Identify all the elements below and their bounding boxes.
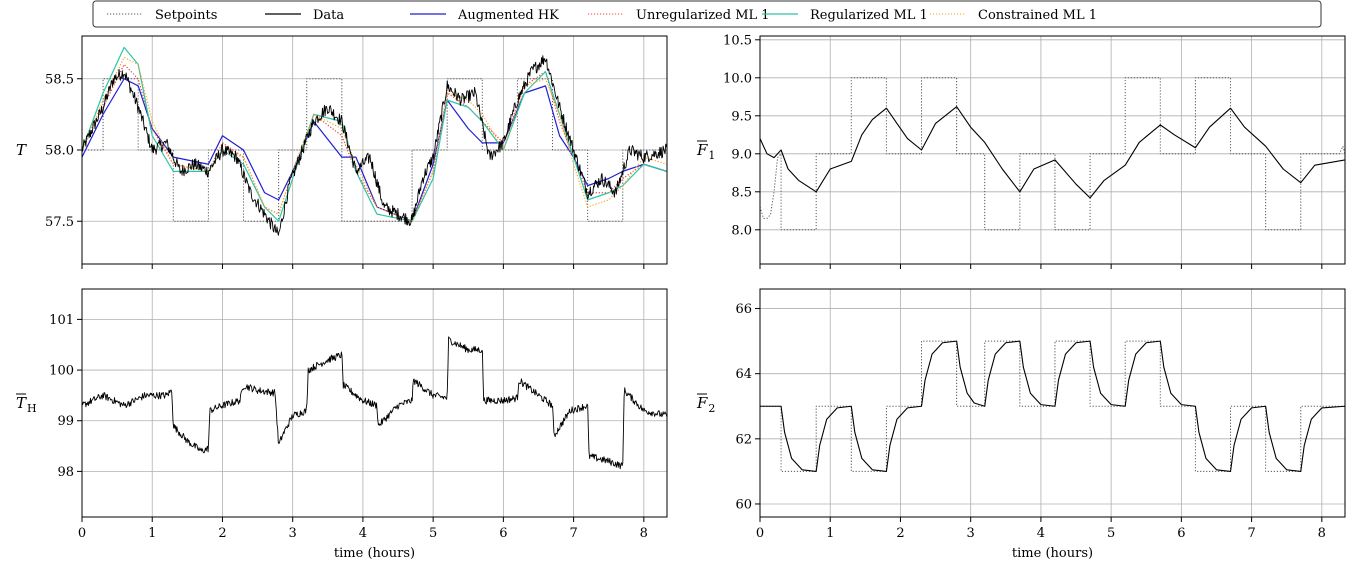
y-tick-label: 8.0 [731,223,752,238]
x-tick-label: 5 [429,526,437,541]
series-data [760,106,1345,199]
series-group [82,46,667,236]
series-setpoints [760,77,1345,231]
x-tick-label: 7 [569,526,577,541]
x-tick-label: 4 [1037,526,1045,541]
x-tick-label: 8 [640,526,648,541]
x-tick-label: 0 [78,526,86,541]
grid-lines [759,289,1345,517]
legend-label-2: Augmented HK [457,8,559,23]
y-axis-label-main: F [696,394,708,412]
series-data [82,55,667,236]
x-tick-label: 1 [148,526,156,541]
y-tick-label: 100 [49,364,74,379]
y-axis-label-subscript: 2 [708,402,715,415]
series-setpoints [82,78,667,222]
y-axis-label: F2 [696,394,715,415]
x-tick-label: 3 [289,526,297,541]
y-tick-label: 66 [735,302,752,317]
x-tick-label: 6 [1177,526,1185,541]
series-regularized-ml-1 [82,46,667,222]
series-constrained-ml-1 [82,56,667,222]
plot-frame [759,35,1346,265]
x-tick-label: 6 [499,526,507,541]
y-axis-label-main: T [16,394,27,412]
x-tick-label: 0 [756,526,764,541]
y-tick-label: 58.5 [45,72,74,87]
grid-lines [759,36,1345,264]
x-tick-label: 4 [359,526,367,541]
y-axis-label-subscript: H [27,402,37,415]
legend-frame [92,0,1322,28]
y-tick-label: 10.5 [723,33,752,48]
series-setpoints [760,340,1345,472]
grid-lines [81,289,667,517]
legend-label-0: Setpoints [155,8,217,23]
y-tick-label: 64 [735,367,752,382]
series-group [760,77,1345,231]
series-data [760,340,1345,472]
y-axis-label: F1 [696,141,715,162]
series-data [82,336,667,470]
y-tick-label: 99 [57,414,74,429]
series-group [760,340,1345,472]
x-axis-label: time (hours) [334,546,415,561]
y-tick-label: 60 [735,497,752,512]
y-axis-label-subscript: 1 [708,149,715,162]
x-tick-label: 8 [1318,526,1326,541]
x-tick-label: 3 [967,526,975,541]
series-unregularized-ml-1 [82,63,667,222]
plot-frame [759,288,1346,518]
y-tick-label: 9.5 [731,109,752,124]
series-group [82,336,667,470]
x-tick-label: 2 [896,526,904,541]
x-tick-label: 5 [1107,526,1115,541]
y-tick-label: 101 [49,313,74,328]
x-tick-label: 1 [826,526,834,541]
plot-frame [81,288,668,518]
x-tick-label: 2 [218,526,226,541]
y-axis-label-main: T [16,141,27,159]
y-tick-label: 57.5 [45,215,74,230]
y-tick-label: 62 [735,432,752,447]
y-tick-label: 9.0 [731,147,752,162]
legend-label-4: Regularized ML 1 [810,8,928,23]
y-tick-label: 8.5 [731,185,752,200]
legend: Setpoints Data Augmented HK Unregularized M… [92,0,1322,28]
legend-label-1: Data [313,8,344,23]
x-axis-label: time (hours) [1012,546,1093,561]
y-axis-label-main: F [696,141,708,159]
panel-temperature: 57.5 58.0 58.5 T [16,35,668,269]
y-tick-label: 98 [57,465,74,480]
y-axis-label: T [16,141,27,159]
legend-label-3: Unregularized ML 1 [636,8,770,23]
x-tick-label: 7 [1247,526,1255,541]
y-tick-label: 58.0 [45,144,74,159]
y-tick-label: 10.0 [723,71,752,86]
legend-label-5: Constrained ML 1 [978,8,1097,23]
y-axis-label: TH [16,394,37,415]
panel-f1: 8.0 8.5 9.0 9.5 10.0 10.5 F1 [696,33,1346,269]
